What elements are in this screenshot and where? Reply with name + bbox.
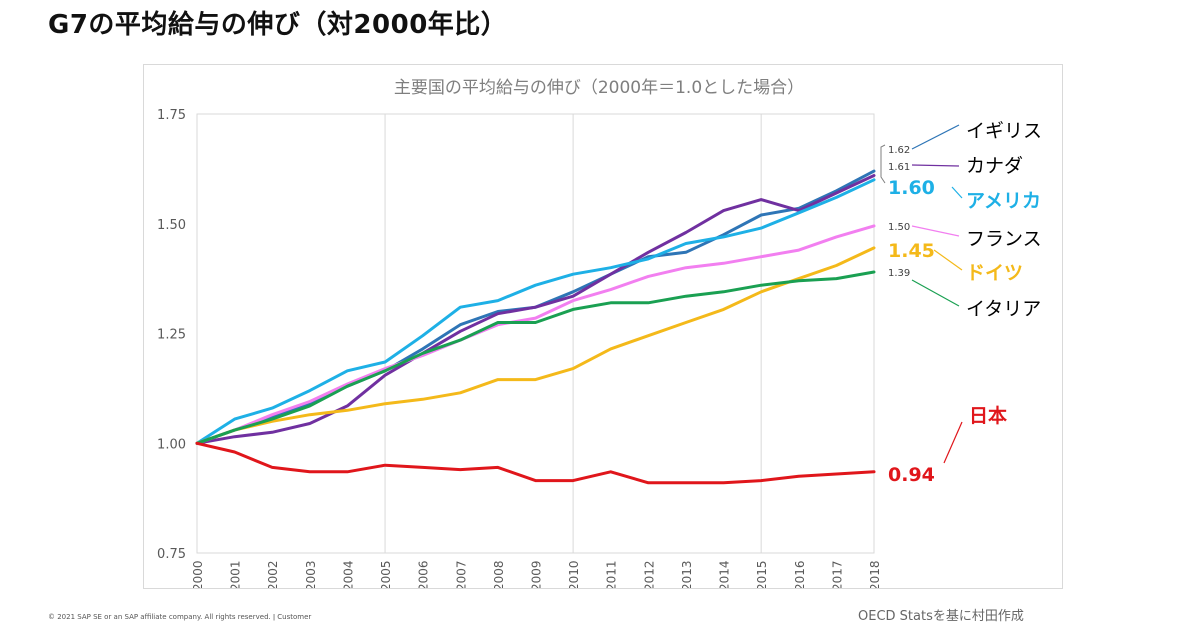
y-tick-label: 1.00: [157, 437, 186, 452]
x-tick-label: 2013: [680, 560, 694, 588]
y-tick-label: 1.75: [157, 108, 186, 123]
x-tick-label: 2000: [191, 560, 205, 588]
copyright-notice: © 2021 SAP SE or an SAP affiliate compan…: [48, 613, 312, 621]
x-tick-label: 2012: [642, 560, 656, 588]
callout-line: [911, 279, 960, 307]
series-line: [195, 174, 876, 445]
series-name-label: ドイツ: [966, 262, 1023, 284]
series-name-label: イタリア: [966, 298, 1041, 320]
x-tick-label: 2010: [567, 560, 581, 588]
end-value-label: 1.45: [888, 240, 935, 262]
x-tick-label: 2001: [229, 560, 243, 588]
x-tick-label: 2007: [454, 560, 468, 588]
callout-line: [951, 186, 963, 199]
series-line: [195, 441, 876, 485]
x-tick-label: 2006: [417, 560, 431, 588]
end-value-label: 1.39: [888, 268, 910, 279]
series-name-label: フランス: [966, 228, 1042, 250]
series-line: [195, 178, 876, 445]
chart-title: 主要国の平均給与の伸び（2000年＝1.0とした場合）: [394, 78, 804, 98]
plot-frame: [196, 113, 875, 554]
callout-line: [911, 164, 960, 167]
x-tick-label: 2005: [379, 560, 393, 588]
x-tick-label: 2004: [341, 560, 355, 588]
label-bracket: [880, 144, 886, 184]
callout-line: [943, 421, 963, 464]
callout-line: [933, 249, 963, 271]
chart-container: 主要国の平均給与の伸び（2000年＝1.0とした場合） 0.75 1.00 1.25 1…: [143, 64, 1063, 589]
x-tick-label: 2009: [530, 560, 544, 588]
end-value-label: 1.50: [888, 222, 910, 233]
line-chart: 主要国の平均給与の伸び（2000年＝1.0とした場合） 0.75 1.00 1.25 1…: [157, 78, 1042, 588]
page-heading: G7の平均給与の伸び（対2000年比）: [48, 10, 508, 40]
series-name-label: 日本: [969, 404, 1007, 427]
callout-line: [911, 225, 960, 237]
end-value-label: 1.61: [888, 162, 910, 173]
source-note: OECD Statsを基に村田作成: [858, 609, 1024, 624]
end-value-label: 1.62: [888, 145, 910, 156]
series-line: [195, 224, 876, 445]
end-value-label: 1.60: [888, 177, 935, 199]
end-value-label: 0.94: [888, 464, 935, 486]
series-name-label: イギリス: [966, 120, 1042, 142]
x-tick-label: 2015: [755, 560, 769, 588]
x-tick-label: 2003: [304, 560, 318, 588]
series-line: [195, 246, 876, 445]
y-tick-label: 1.50: [157, 218, 186, 233]
x-tick-label: 2011: [605, 560, 619, 588]
series-name-label: アメリカ: [966, 190, 1041, 212]
series-line: [195, 270, 876, 445]
x-tick-label: 2018: [868, 560, 882, 588]
y-tick-label: 0.75: [157, 547, 186, 562]
x-tick-label: 2002: [266, 560, 280, 588]
y-tick-label: 1.25: [157, 328, 186, 343]
callout-line: [911, 124, 960, 150]
x-tick-label: 2014: [718, 560, 732, 588]
x-tick-label: 2008: [492, 560, 506, 588]
x-tick-label: 2016: [793, 560, 807, 588]
series-name-label: カナダ: [966, 155, 1023, 177]
x-tick-label: 2017: [830, 560, 844, 588]
